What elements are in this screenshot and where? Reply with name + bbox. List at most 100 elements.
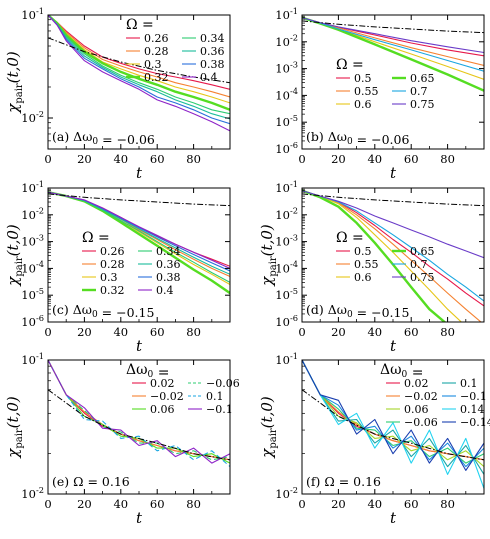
series-line-0.06 [302,360,484,468]
legend-title: Ω = [82,230,110,246]
series-line-−0.02 [48,360,230,461]
x-tick-label: 40 [367,152,382,166]
legend-label: 0.7 [410,258,428,271]
series-line-0.3 [48,191,230,285]
legend-label: −0.02 [404,390,438,403]
series-line-0.4 [48,191,230,269]
series-line-0.14 [302,360,484,489]
y-tick-label: 10-2 [21,206,44,222]
x-tick-label: 40 [367,325,382,339]
y-tick-label: 10-2 [21,485,44,501]
x-tick-label: 0 [298,152,305,166]
legend-label: −0.02 [150,390,184,403]
x-tick-label: 40 [113,152,128,166]
x-axis-title: t [136,509,143,527]
legend: Ω =0.50.550.6 0.650.70.75 [336,230,435,284]
y-axis-title: χpair(t,0) [258,224,279,287]
legend-label: 0.34 [200,32,225,45]
legend-label: 0.34 [156,245,181,258]
legend-label: −0.1 [460,390,487,403]
legend-label: 0.55 [354,258,379,271]
series-group [302,360,484,489]
x-tick-label: 80 [440,152,455,166]
x-tick-label: 80 [186,497,201,511]
y-tick-label: 10-1 [21,179,44,195]
series-line-−0.02 [302,360,484,461]
legend-label: −0.14 [460,416,490,429]
series-line-0.32 [48,191,230,295]
legend-label: 0.55 [354,85,379,98]
x-tick-label: 20 [331,152,346,166]
x-axis-title: t [390,509,397,527]
x-tick-label: 60 [404,497,419,511]
panel-a: 0 20 40 60 80 10-2 10-1 t χpair(t,0) (a) Δω0 = −0… [4,6,231,182]
legend-label: −0.06 [404,416,438,429]
x-tick-label: 40 [367,497,382,511]
series-line-0.4 [48,15,230,132]
legend-label: 0.4 [156,284,174,297]
series-line-0.7 [302,17,484,72]
legend-label: 0.06 [404,403,429,416]
x-tick-label: 20 [77,325,92,339]
panel-e: 0 20 40 60 80 10-2 10-1 t χpair(t,0) (e) Ω = 0.16… [4,351,240,527]
x-tick-label: 60 [150,152,165,166]
series-line-0.75 [302,190,484,259]
series-line-reference [302,20,484,34]
series-line-0.75 [302,17,484,54]
x-tick-label: 20 [331,325,346,339]
legend: Δω0 =0.02−0.020.06 −0.060.1−0.1 [126,362,240,416]
x-tick-label: 20 [331,497,346,511]
series-line-0.38 [48,15,230,125]
y-tick-label: 10-5 [275,286,298,302]
legend-label: 0.6 [354,271,372,284]
legend-label: 0.7 [410,85,428,98]
panel-annotation: (b) Δω0 = −0.06 [306,129,409,147]
series-line-0.65 [302,189,447,322]
y-tick-label: 10-2 [275,33,298,49]
legend-label: −0.06 [206,377,240,390]
legend-label: 0.5 [354,72,372,85]
series-line-0.32 [48,15,230,111]
legend-title: Δω0 = [380,362,423,381]
panel-annotation: (d) Δω0 = −0.15 [306,302,409,320]
x-tick-label: 80 [440,497,455,511]
legend-label: 0.06 [150,403,175,416]
x-tick-label: 20 [77,152,92,166]
legend: Δω0 =0.02−0.020.06−0.06 0.1−0.10.14−0.14 [380,362,490,429]
y-tick-label: 10-2 [275,206,298,222]
panel-annotation: (a) Δω0 = −0.06 [52,129,155,147]
legend-label: 0.28 [100,258,125,271]
legend-label: 0.1 [460,377,478,390]
series-line-reference [48,37,230,84]
legend-label: 0.02 [150,377,175,390]
panel-annotation: (e) Ω = 0.16 [52,474,130,489]
y-tick-label: 10-2 [21,109,44,125]
legend-label: 0.4 [200,71,218,84]
y-tick-label: 10-6 [275,140,298,156]
legend-label: 0.26 [100,245,125,258]
series-line-reference [302,389,484,461]
y-axis-title: χpair(t,0) [4,51,25,114]
y-tick-label: 10-1 [21,351,44,367]
x-axis-title: t [390,337,397,355]
legend-label: 0.14 [460,403,485,416]
x-tick-label: 0 [44,497,51,511]
x-tick-label: 80 [440,325,455,339]
series-line-−0.1 [48,360,230,464]
legend-label: 0.1 [206,390,224,403]
panel-c: 0 20 40 60 80 10-6 10-5 10-4 10-3 10-2 10-1 t χpair(… [4,179,231,355]
y-tick-label: 10-2 [275,485,298,501]
legend-title: Δω0 = [126,362,169,381]
legend-label: 0.75 [410,271,435,284]
panel-annotation: (f) Ω = 0.16 [306,474,381,489]
x-axis-title: t [136,337,143,355]
series-line-reference [48,389,230,461]
x-tick-label: 60 [404,325,419,339]
series-line-0.5 [302,190,484,307]
legend-label: 0.5 [354,245,372,258]
series-group [302,16,484,92]
legend-label: 0.65 [410,72,435,85]
legend-label: 0.32 [100,284,125,297]
legend-label: 0.28 [144,45,169,58]
